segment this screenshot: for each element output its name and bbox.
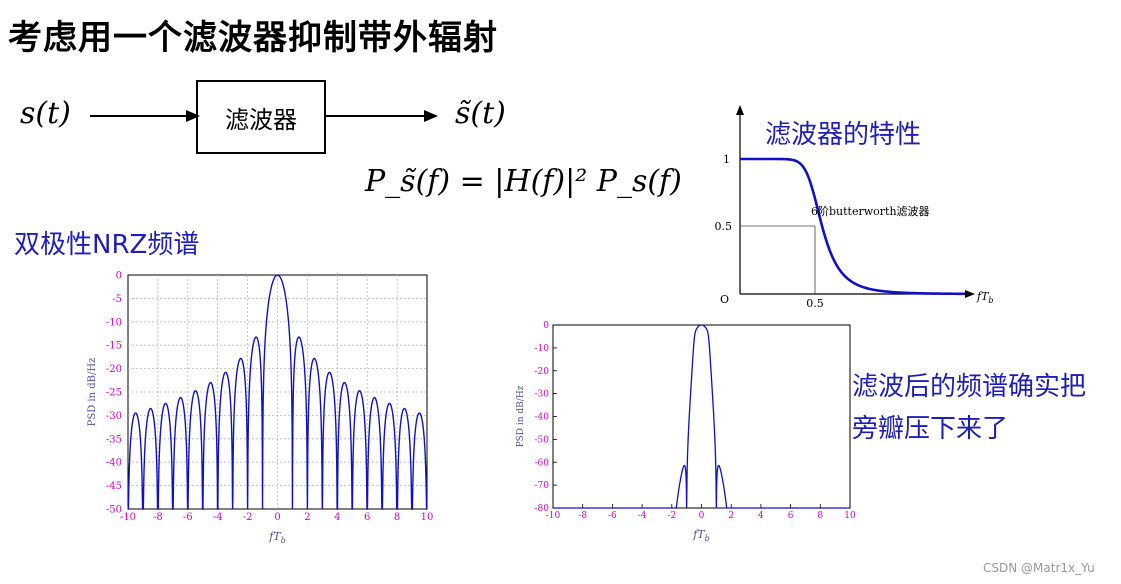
output-signal-label: s̃(t) [455, 96, 506, 131]
filter-block: 滤波器 [196, 80, 326, 154]
nrz-y-tick-label: -40 [106, 458, 122, 469]
filtered-x-tick-label: -4 [638, 511, 647, 521]
filtered-y-tick-label: 0 [543, 321, 549, 331]
filtered-y-tick-label: -40 [535, 413, 550, 423]
filtered-x-tick-label: 6 [788, 511, 794, 521]
filter-characteristic-heading: 滤波器的特性 [765, 120, 922, 150]
nrz-x-tick-label: -10 [120, 512, 136, 523]
nrz-x-tick-label: 4 [334, 512, 340, 523]
nrz-y-tick-label: -5 [112, 294, 122, 305]
bw-origin-label: O [720, 293, 729, 306]
filtered-y-tick-label: -20 [535, 367, 550, 377]
nrz-x-tick-label: 8 [394, 512, 400, 523]
nrz-y-tick-label: -30 [106, 411, 122, 422]
nrz-x-tick-label: -6 [183, 512, 193, 523]
filtered-x-tick-label: 0 [699, 511, 705, 521]
filtered-y-tick-label: -10 [535, 344, 550, 354]
nrz-y-tick-label: -15 [106, 341, 122, 352]
nrz-x-tick-label: -2 [243, 512, 253, 523]
nrz-x-tick-label: 0 [274, 512, 280, 523]
after-filter-note: 滤波后的频谱确实把 旁瓣压下来了 [852, 366, 1086, 450]
filtered-y-tick-label: -80 [535, 504, 550, 514]
filtered-x-tick-label: 2 [728, 511, 734, 521]
nrz-x-tick-label: 2 [304, 512, 310, 523]
nrz-x-tick-label: 10 [421, 512, 434, 523]
nrz-y-tick-label: -45 [106, 481, 122, 492]
slide-title: 考虑用一个滤波器抑制带外辐射 [8, 18, 498, 58]
nrz-y-axis-label: PSD in dB/Hz [87, 358, 98, 427]
bw-y-tick-label: 0.5 [715, 220, 733, 233]
nrz-y-tick-label: -35 [106, 434, 122, 445]
nrz-x-tick-label: 6 [364, 512, 370, 523]
filtered-x-tick-label: 4 [758, 511, 764, 521]
filtered-x-tick-label: -8 [578, 511, 587, 521]
nrz-spectrum-heading: 双极性NRZ频谱 [14, 230, 200, 260]
filtered-psd-curve [553, 324, 850, 509]
x-axis-label: fTb [268, 530, 286, 545]
nrz-y-tick-label: -10 [106, 317, 122, 328]
bw-x-tick-label: 0.5 [806, 297, 824, 310]
x-axis-label: fTb [692, 528, 710, 543]
nrz-x-tick-label: -8 [153, 512, 163, 523]
filter-block-label: 滤波器 [225, 105, 297, 134]
filtered-y-tick-label: -30 [535, 390, 550, 400]
nrz-y-tick-label: 0 [116, 271, 122, 282]
filtered-x-tick-label: -6 [608, 511, 617, 521]
bw-response-curve [740, 157, 965, 296]
bw-y-axis-arrow [736, 105, 744, 115]
psd-equation: P_s̃(f) = |H(f)|² P_s(f) [365, 164, 682, 199]
nrz-psd-curve [127, 274, 428, 510]
nrz-y-tick-label: -25 [106, 388, 122, 399]
filtered-y-tick-label: -60 [535, 458, 550, 468]
output-arrow [326, 110, 438, 122]
filtered-plot-frame [552, 324, 851, 509]
filtered-x-tick-label: -10 [546, 511, 561, 521]
nrz-x-tick-label: -4 [213, 512, 223, 523]
filtered-x-tick-label: 10 [844, 511, 856, 521]
nrz-y-tick-label: -50 [106, 505, 122, 516]
after-filter-line-2: 旁瓣压下来了 [852, 414, 1009, 444]
input-signal-label: s(t) [20, 96, 71, 131]
bw-x-axis-label: fTb [976, 290, 994, 305]
filtered-y-tick-label: -50 [535, 435, 550, 445]
watermark: CSDN @Matr1x_Yu [983, 561, 1095, 575]
bw-annotation: 6阶butterworth滤波器 [811, 204, 930, 218]
bw-y-tick-label: 1 [723, 153, 730, 166]
filtered-y-axis-label: PSD in dB/Hz [516, 385, 526, 447]
filtered-y-tick-label: -70 [535, 481, 550, 491]
input-arrow [90, 110, 200, 122]
after-filter-line-1: 滤波后的频谱确实把 [852, 372, 1087, 402]
filtered-x-tick-label: -2 [667, 511, 676, 521]
bw-x-axis-arrow [965, 290, 975, 298]
nrz-y-tick-label: -20 [106, 364, 122, 375]
filtered-x-tick-label: 8 [817, 511, 823, 521]
